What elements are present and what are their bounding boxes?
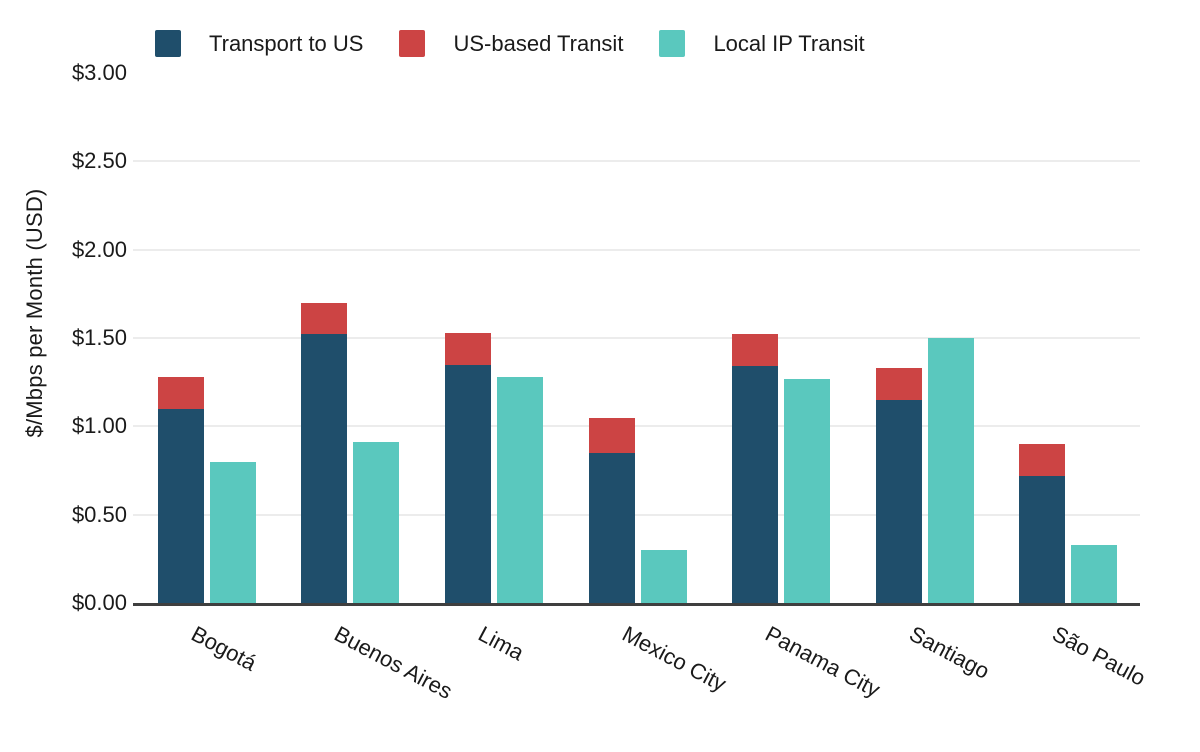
x-tick-label: Buenos Aires [330, 621, 457, 704]
x-tick-label: São Paulo [1048, 621, 1150, 691]
bar-segment-us-based-transit [588, 417, 635, 453]
grid-line [133, 160, 1140, 163]
bar-local-ip-transit-6 [927, 338, 974, 603]
bar-segment-transport-to-us [1019, 475, 1066, 603]
legend-item-1: Transport to US [155, 30, 363, 57]
legend-swatch-icon [399, 30, 426, 57]
legend-label: US-based Transit [453, 30, 624, 56]
bar-segment-us-based-transit [1019, 444, 1066, 476]
bar-local-ip-transit-5 [784, 378, 831, 603]
bar-segment-us-based-transit [444, 332, 491, 365]
grid-line [133, 248, 1140, 251]
grid-line [133, 513, 1140, 516]
x-tick-label: Lima [474, 621, 529, 666]
legend-item-2: US-based Transit [399, 30, 623, 57]
bar-segment-us-based-transit [875, 368, 922, 400]
legend-label: Local IP Transit [713, 30, 865, 56]
chart-legend: Transport to US US-based Transit Local IP … [155, 30, 865, 57]
bar-segment-us-based-transit [301, 302, 348, 335]
stacked-bar-6 [875, 368, 922, 603]
x-tick-label: Mexico City [617, 621, 730, 697]
stacked-bar-7 [1019, 444, 1066, 603]
stacked-bar-5 [732, 334, 779, 603]
legend-item-3: Local IP Transit [659, 30, 865, 57]
bar-local-ip-transit-1 [209, 461, 256, 603]
y-tick-label: $1.00 [71, 413, 127, 439]
y-axis-title: $/Mbps per Month (USD) [22, 188, 47, 438]
bar-segment-us-based-transit [732, 334, 779, 367]
plot-area [133, 73, 1140, 606]
bar-local-ip-transit-3 [496, 376, 543, 603]
grid-line [133, 337, 1140, 339]
bar-segment-transport-to-us [588, 452, 635, 603]
y-tick-label: $2.50 [71, 148, 127, 174]
stacked-bar-4 [588, 417, 635, 603]
x-axis-line [133, 603, 1140, 606]
x-tick-label: Bogotá [187, 621, 261, 676]
legend-label: Transport to US [209, 30, 364, 56]
bar-local-ip-transit-2 [353, 442, 400, 603]
bar-local-ip-transit-4 [640, 550, 687, 603]
bar-segment-transport-to-us [875, 399, 922, 603]
y-tick-label: $3.00 [71, 60, 127, 85]
bar-segment-transport-to-us [444, 364, 491, 603]
stacked-bar-3 [444, 332, 491, 603]
x-tick-label: Panama City [761, 621, 885, 703]
y-tick-label: $1.50 [71, 325, 127, 350]
bar-segment-us-based-transit [157, 376, 204, 409]
y-tick-label: $2.00 [71, 236, 127, 262]
stacked-bar-1 [157, 376, 204, 603]
y-tick-label: $0.50 [71, 501, 127, 527]
bar-local-ip-transit-7 [1071, 544, 1118, 603]
bar-segment-transport-to-us [157, 408, 204, 603]
grid-line [133, 425, 1140, 428]
stacked-bar-2 [301, 302, 348, 603]
bar-segment-transport-to-us [732, 366, 779, 603]
bar-segment-transport-to-us [301, 334, 348, 603]
y-tick-label: $0.00 [71, 590, 127, 615]
legend-swatch-icon [659, 30, 686, 57]
legend-swatch-icon [155, 30, 181, 57]
x-tick-label: Santiago [904, 621, 994, 684]
